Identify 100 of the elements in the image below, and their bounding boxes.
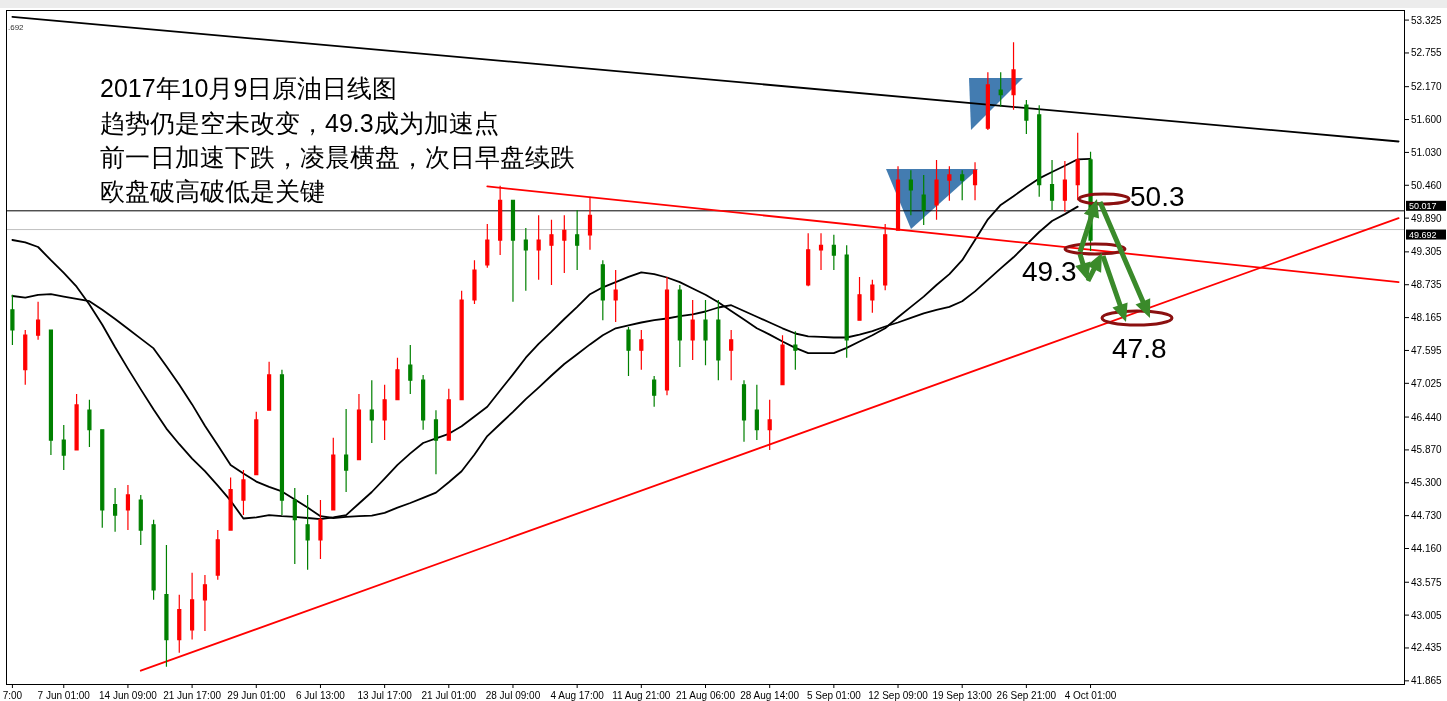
annotation: 趋势仍是空未改变，49.3成为加速点 — [100, 109, 499, 137]
candlestick — [536, 214, 541, 281]
candlestick — [267, 361, 272, 411]
candlestick — [1049, 159, 1055, 211]
candlestick — [344, 408, 349, 493]
candlestick — [408, 344, 413, 395]
candlestick — [228, 476, 233, 531]
candlestick — [305, 494, 310, 571]
x-tick-label: 21 Aug 06:00 — [676, 689, 736, 701]
candlestick — [292, 487, 297, 565]
annotation: .692 — [8, 23, 25, 32]
y-tick-label: 41.865 — [1411, 675, 1443, 687]
candlestick — [318, 499, 323, 560]
candlestick — [202, 574, 208, 632]
annotation: 欧盘破高破低是关键 — [100, 177, 325, 205]
ref-line-label: 49.692 — [1409, 229, 1437, 240]
candlestick — [780, 334, 785, 386]
x-tick-label: 26 Sep 21:00 — [996, 689, 1057, 701]
x-tick-label: 21 Jul 01:00 — [421, 689, 477, 701]
candlestick — [818, 232, 824, 271]
candlestick — [703, 299, 708, 366]
candlestick — [138, 494, 143, 546]
candlestick — [741, 379, 747, 443]
x-tick-label: 28 Jul 09:00 — [485, 689, 541, 701]
x-tick-label: 5 Sep 01:00 — [806, 689, 862, 701]
annotation: 47.8 — [1112, 333, 1167, 364]
annotation: 49.3 — [1022, 256, 1077, 287]
candlestick — [908, 169, 913, 216]
x-tick-label: 12 Sep 09:00 — [868, 689, 929, 701]
candlestick — [35, 301, 41, 341]
candlestick — [921, 174, 926, 226]
candlestick — [998, 71, 1003, 108]
y-tick-label: 46.440 — [1411, 411, 1443, 423]
y-tick-label: 53.325 — [1411, 14, 1443, 26]
x-tick-label: 6 Jul 13:00 — [295, 689, 346, 701]
candlestick — [831, 234, 836, 271]
x-tick-label: 29 Jun 01:00 — [227, 689, 286, 701]
candlestick — [369, 379, 374, 444]
candlestick — [690, 299, 695, 361]
y-tick-label: 49.305 — [1411, 246, 1443, 258]
x-tick-label: 11 Aug 21:00 — [612, 689, 671, 701]
y-tick-label: 50.460 — [1411, 179, 1443, 191]
candlestick — [10, 294, 15, 346]
candlestick — [485, 223, 490, 269]
candlestick — [972, 161, 978, 201]
candlestick — [806, 232, 811, 287]
candlestick — [459, 290, 464, 401]
candlestick — [382, 384, 387, 441]
candlestick — [934, 159, 939, 221]
candlestick — [754, 384, 759, 441]
x-tick-label: 14 Jun 09:00 — [99, 689, 158, 701]
candlestick — [870, 279, 875, 314]
y-tick-label: 51.030 — [1411, 146, 1443, 158]
candlestick — [857, 276, 862, 321]
candlestick — [125, 484, 131, 531]
ref-line-label: 50.017 — [1409, 200, 1437, 211]
candlestick — [562, 214, 567, 274]
candlestick — [587, 196, 593, 251]
candlestick — [549, 219, 554, 286]
x-tick-label: 4 Oct 01:00 — [1064, 689, 1117, 701]
y-tick-label: 52.755 — [1411, 47, 1443, 59]
candlestick — [652, 375, 657, 408]
candlestick — [190, 572, 195, 641]
candlestick — [241, 469, 246, 516]
y-tick-label: 49.890 — [1411, 212, 1443, 224]
candlestick — [74, 393, 79, 451]
candlestick — [613, 269, 618, 323]
y-tick-label: 45.870 — [1411, 444, 1443, 456]
candlestick — [960, 169, 965, 201]
y-tick-label: 48.735 — [1411, 279, 1443, 291]
candlestick — [151, 519, 156, 601]
candlestick — [87, 399, 92, 448]
y-tick-label: 51.600 — [1411, 114, 1443, 126]
candlestick — [1062, 160, 1067, 213]
candlestick — [985, 71, 990, 131]
candlestick — [729, 329, 734, 381]
candlestick — [356, 393, 362, 461]
y-tick-label: 44.160 — [1411, 543, 1443, 555]
y-tick-label: 43.005 — [1411, 609, 1443, 621]
x-tick-label: 7 Jun 01:00 — [37, 689, 91, 701]
candlestick — [1011, 41, 1016, 111]
y-tick-label: 52.170 — [1411, 81, 1443, 93]
candlestick — [575, 209, 580, 271]
candlestick — [1075, 132, 1080, 201]
candlestick — [639, 329, 644, 371]
candlestick — [113, 487, 118, 533]
y-tick-label: 42.435 — [1411, 642, 1443, 654]
candlestick — [433, 409, 439, 475]
candlestick — [510, 199, 516, 303]
y-tick-label: 47.025 — [1411, 377, 1443, 389]
y-tick-label: 48.165 — [1411, 312, 1443, 324]
x-tick-label: 21 Jun 17:00 — [163, 689, 222, 701]
annotation: 50.3 — [1130, 181, 1185, 212]
text: 2017年10月9日原油日线图 — [100, 74, 398, 102]
candlestick — [177, 594, 182, 654]
x-tick-label: 7:00 — [2, 689, 23, 701]
candlestick — [600, 259, 605, 321]
x-tick-label: 28 Aug 14:00 — [740, 689, 800, 701]
candlestick — [1024, 99, 1029, 135]
x-tick-label: 13 Jul 17:00 — [357, 689, 413, 701]
